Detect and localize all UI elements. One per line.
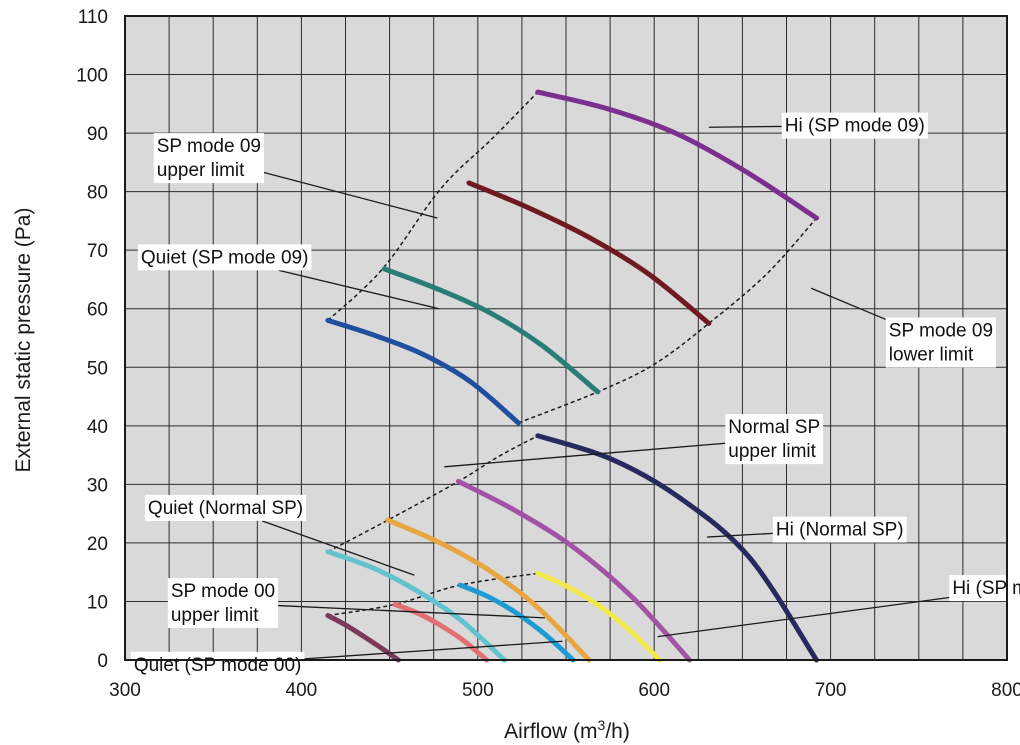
y-tick-label: 10: [87, 592, 108, 613]
annotations: Hi (SP mode 09) SP mode 09 upper limit Quie…: [130, 112, 1020, 678]
annotation-leader: [278, 604, 545, 619]
y-tick-label: 110: [78, 7, 108, 28]
plot-frame: [124, 15, 1008, 661]
series-line: [325, 549, 507, 663]
annotation-text: SP mode 00: [171, 581, 275, 602]
series-line: [455, 478, 692, 663]
annotation-box: [725, 414, 824, 465]
annotation-text: SP mode 09: [889, 321, 993, 342]
series-line: [325, 317, 521, 426]
annotation-box: [153, 133, 264, 184]
series-line: [466, 180, 712, 326]
annotation-leader: [304, 640, 563, 660]
y-tick-label: 20: [87, 534, 108, 555]
annotation-leader: [278, 269, 440, 310]
x-tick-labels: 300 400 500 600 700 800: [109, 680, 1020, 701]
annotation: SP mode 09 upper limit: [153, 133, 438, 219]
x-tick-label: 500: [462, 680, 494, 701]
annotation: SP mode 09 lower limit: [810, 287, 997, 368]
annotation-text: upper limit: [171, 605, 259, 626]
annotation-text: Normal SP: [728, 417, 820, 438]
annotation-leader: [444, 442, 726, 468]
annotation-box: [137, 244, 312, 271]
series-line: [381, 266, 601, 395]
annotation: Hi (SP mode 09): [708, 112, 928, 139]
annotation-text: upper limit: [728, 441, 816, 462]
series-line: [385, 517, 592, 663]
y-tick-label: 40: [87, 417, 108, 438]
annotation-text: lower limit: [889, 345, 974, 366]
series-line: [392, 601, 490, 663]
y-axis-title: External static pressure (Pa): [12, 208, 35, 473]
grid-lines: [125, 16, 1007, 660]
series-line: [325, 613, 401, 663]
x-axis-title-main: Airflow (m: [504, 720, 597, 743]
limit-line: [327, 91, 539, 321]
annotation-box: [781, 112, 928, 139]
annotation-box: [949, 575, 1020, 602]
annotation-text: Hi (Normal SP): [776, 520, 904, 541]
y-tick-label: 80: [87, 183, 108, 204]
y-tick-label: 60: [87, 300, 108, 321]
y-tick-label: 70: [87, 241, 108, 262]
annotation: Hi (Normal SP): [707, 516, 907, 543]
series-line: [535, 570, 662, 663]
annotation-box: [772, 516, 907, 543]
annotation-leader: [261, 520, 415, 576]
annotation: Quiet (SP mode 09): [137, 244, 440, 310]
y-tick-label: 50: [87, 358, 108, 379]
x-tick-label: 300: [109, 680, 141, 701]
annotation-leader: [810, 287, 887, 321]
series-line: [535, 89, 819, 221]
x-tick-label: 800: [991, 680, 1020, 701]
annotation: Normal SP upper limit: [444, 414, 824, 468]
annotation-box: [885, 317, 997, 368]
y-tick-label: 30: [87, 475, 108, 496]
annotation-box: [144, 494, 307, 521]
x-axis-title-tail: /h): [605, 720, 630, 743]
annotation: Quiet (Normal SP): [144, 494, 415, 576]
x-tick-label: 700: [815, 680, 847, 701]
annotation-text: Quiet (Normal SP): [148, 498, 303, 519]
annotation-leader: [657, 596, 950, 638]
annotation-text: SP mode 09: [157, 136, 261, 157]
series-lines: [325, 89, 819, 663]
y-tick-label: 90: [87, 124, 108, 145]
annotation: SP mode 00 upper limit: [167, 578, 545, 629]
x-tick-label: 600: [638, 680, 670, 701]
y-tick-label: 100: [76, 66, 108, 87]
annotation-box: [167, 578, 279, 629]
annotation-text: Hi (SP mode 09): [785, 116, 925, 137]
annotation-text: Quiet (SP mode 00): [134, 655, 302, 676]
annotation-box: [130, 651, 305, 678]
x-axis-title-sup: 3: [598, 717, 606, 733]
y-tick-label: 0: [97, 651, 108, 672]
x-tick-label: 400: [286, 680, 318, 701]
annotation-text: Quiet (SP mode 09): [141, 247, 309, 268]
annotation-leader: [708, 125, 782, 128]
y-tick-labels: 0 10 20 30 40 50 60 70 80 90 100 110: [76, 7, 108, 672]
annotation-leader: [263, 171, 438, 219]
annotation-text: upper limit: [157, 160, 245, 181]
x-axis-title: Airflow (m3/h): [504, 717, 630, 743]
series-line: [535, 433, 819, 663]
annotation-leader: [707, 532, 773, 538]
